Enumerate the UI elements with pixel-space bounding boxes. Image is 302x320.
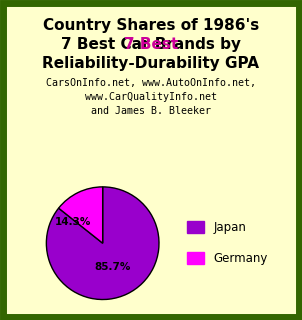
Wedge shape — [59, 187, 103, 243]
Wedge shape — [47, 187, 159, 300]
Text: 7 Best: 7 Best — [124, 37, 178, 52]
Text: Country Shares of 1986's: Country Shares of 1986's — [43, 18, 259, 33]
Text: Reliability-Durability GPA: Reliability-Durability GPA — [43, 56, 259, 71]
Text: 85.7%: 85.7% — [95, 262, 131, 272]
Legend: Japan, Germany: Japan, Germany — [182, 217, 273, 270]
Text: 7 Best Car Brands by: 7 Best Car Brands by — [61, 37, 241, 52]
Text: 14.3%: 14.3% — [55, 217, 92, 227]
Text: CarsOnInfo.net, www.AutoOnInfo.net,
www.CarQualityInfo.net
and James B. Bleeker: CarsOnInfo.net, www.AutoOnInfo.net, www.… — [46, 78, 256, 116]
